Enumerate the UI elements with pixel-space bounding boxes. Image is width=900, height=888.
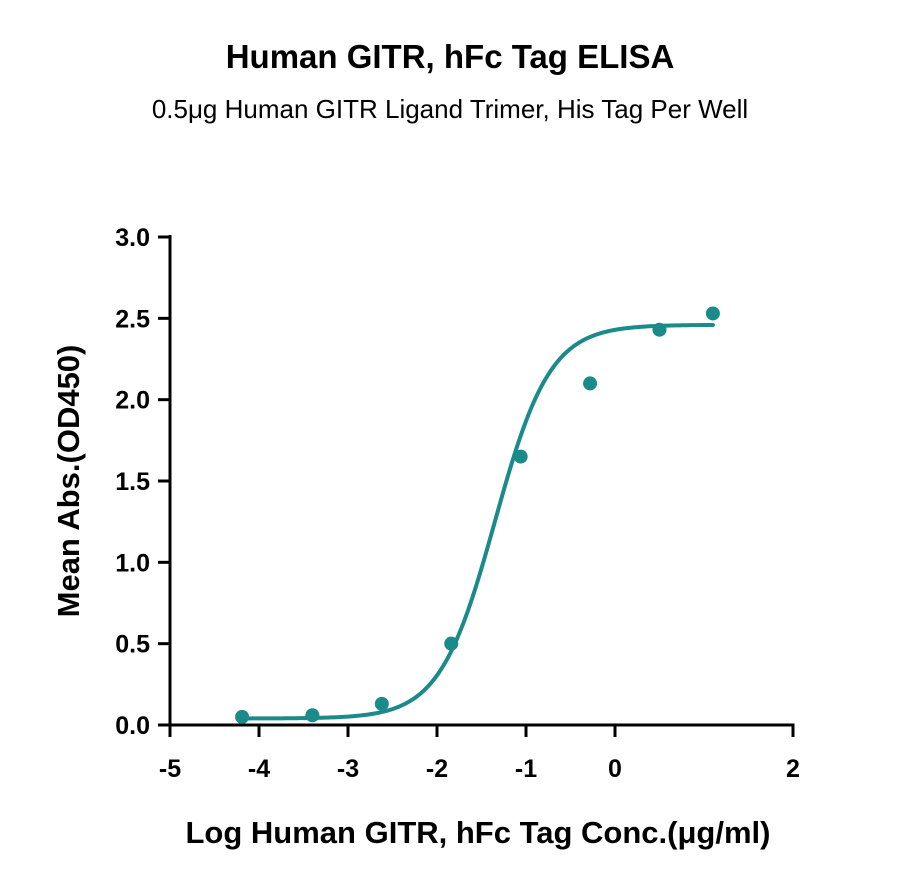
data-point xyxy=(705,306,720,321)
y-tick-label: 3.0 xyxy=(115,224,150,252)
x-tick-label: -4 xyxy=(248,755,270,783)
data-points-layer xyxy=(235,306,720,724)
data-point xyxy=(235,709,250,724)
data-point xyxy=(513,449,528,464)
x-tick-label: -3 xyxy=(337,755,359,783)
data-point xyxy=(652,322,667,337)
data-point xyxy=(374,696,389,711)
y-tick-label: 1.0 xyxy=(115,549,150,577)
x-tick-label: -1 xyxy=(515,755,537,783)
chart-subtitle: 0.5μg Human GITR Ligand Trimer, His Tag … xyxy=(151,94,749,124)
data-point xyxy=(444,636,459,651)
chart-title: Human GITR, hFc Tag ELISA xyxy=(225,38,675,75)
x-tick-label: 2 xyxy=(786,755,800,783)
y-tick-label: 2.5 xyxy=(115,305,150,333)
x-axis-label: Log Human GITR, hFc Tag Conc.(μg/ml) xyxy=(186,815,771,850)
axes: 0.0 0.5 1.0 1.5 2.0 2.5 3.0 -5 -4 -3 -2 -1 0 2 xyxy=(115,224,800,783)
y-tick-label: 0.0 xyxy=(115,712,150,740)
x-tick-label: -5 xyxy=(159,755,181,783)
y-tick-label: 2.0 xyxy=(115,387,150,415)
y-tick-label: 0.5 xyxy=(115,631,150,659)
fit-curve-layer xyxy=(240,322,715,721)
y-tick-label: 1.5 xyxy=(115,468,150,496)
fit-curve xyxy=(240,322,715,721)
data-point xyxy=(305,708,320,723)
x-tick-label: 0 xyxy=(608,755,622,783)
data-point xyxy=(583,376,598,391)
x-tick-label: -2 xyxy=(426,755,448,783)
y-axis-label: Mean Abs.(OD450) xyxy=(51,345,86,618)
